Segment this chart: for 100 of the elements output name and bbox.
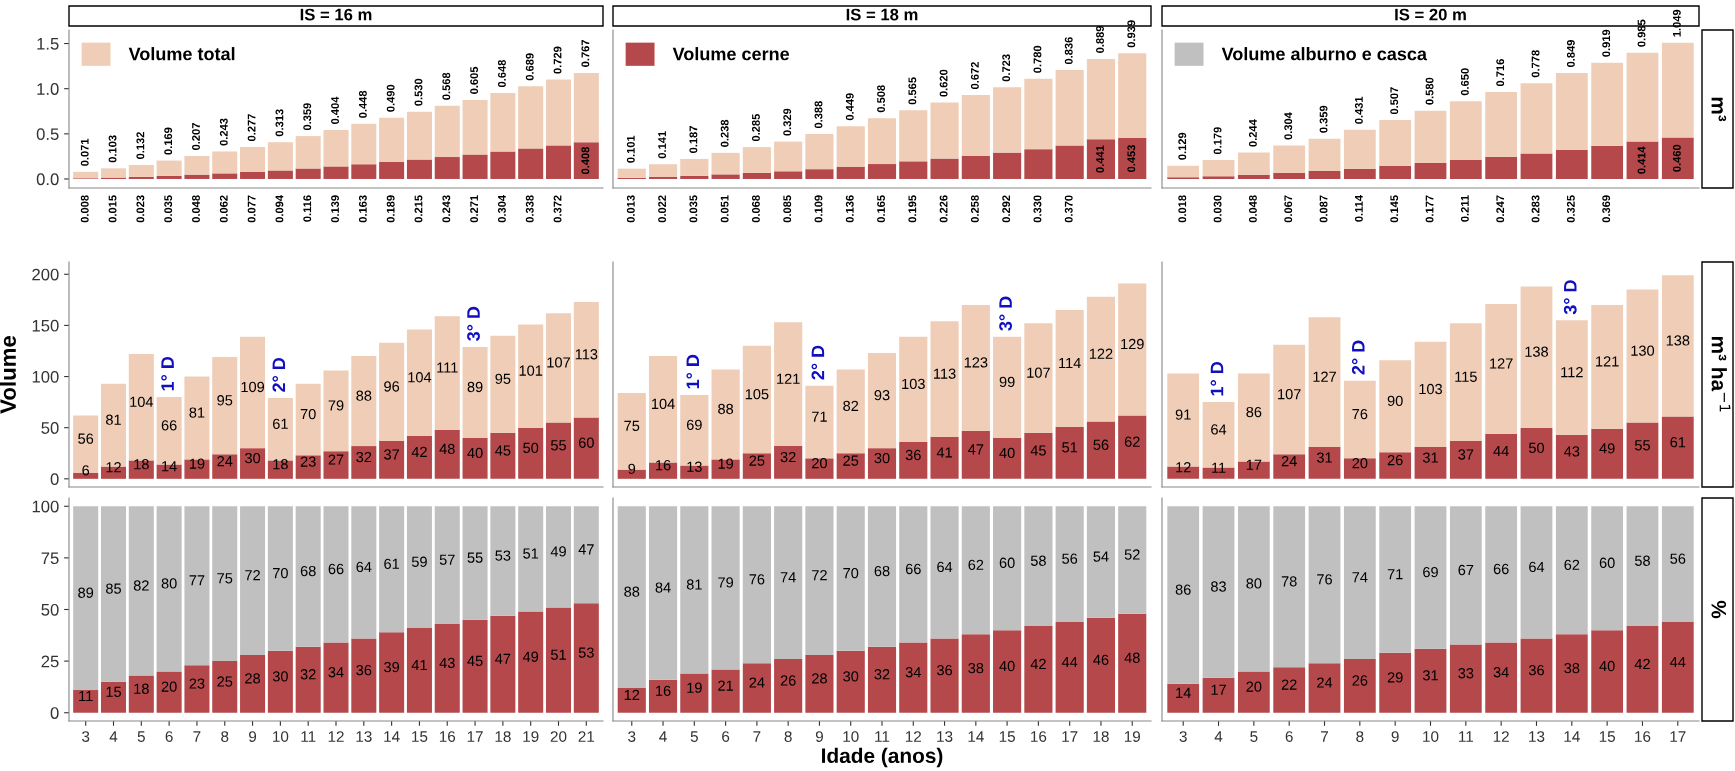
x-tick-label: 11 bbox=[1459, 731, 1474, 742]
data-label: 15 bbox=[106, 686, 121, 697]
data-label: 79 bbox=[718, 577, 734, 588]
data-label: 0.207 bbox=[192, 123, 200, 150]
data-label: 34 bbox=[905, 667, 921, 678]
data-label: 82 bbox=[843, 400, 859, 412]
y-tick-label: 0 bbox=[50, 473, 59, 486]
data-label: 0.085 bbox=[783, 195, 792, 223]
data-label: 89 bbox=[467, 381, 483, 393]
data-label: 50 bbox=[523, 442, 539, 453]
data-label: 107 bbox=[1027, 367, 1050, 378]
data-label: 0.650 bbox=[1460, 68, 1469, 96]
data-label: 80 bbox=[161, 578, 177, 589]
data-label: 0.919 bbox=[1602, 29, 1611, 57]
data-label: 44 bbox=[1061, 656, 1078, 667]
data-label: 20 bbox=[1352, 458, 1368, 469]
data-label: 71 bbox=[812, 411, 827, 422]
y-tick-label: 0 bbox=[50, 707, 59, 719]
data-label: 0.329 bbox=[783, 108, 792, 136]
data-label: 71 bbox=[1387, 569, 1403, 580]
data-label: 38 bbox=[968, 662, 984, 674]
data-label: 138 bbox=[1525, 346, 1549, 357]
data-label: 62 bbox=[1564, 559, 1580, 571]
data-label: 115 bbox=[1455, 371, 1477, 382]
x-tick-label: 7 bbox=[1321, 731, 1328, 742]
data-label: 0.077 bbox=[247, 195, 256, 223]
data-label: 0.292 bbox=[1002, 195, 1011, 223]
data-label: 28 bbox=[245, 673, 261, 684]
data-label: 0.304 bbox=[497, 195, 506, 223]
data-label: 36 bbox=[1528, 665, 1544, 676]
data-label: 0.277 bbox=[247, 114, 256, 142]
data-label: 75 bbox=[624, 420, 640, 432]
data-label: 27 bbox=[328, 454, 344, 465]
x-tick-label: 17 bbox=[1062, 731, 1078, 742]
x-tick-label: 15 bbox=[1599, 731, 1615, 742]
data-label: 111 bbox=[437, 362, 458, 373]
y2-axis-title: m³ ha$^{−1}$ bbox=[1711, 336, 1731, 412]
y-tick-label: 200 bbox=[32, 268, 59, 281]
data-label: 0.211 bbox=[1460, 195, 1469, 222]
x-tick-label: 14 bbox=[968, 731, 984, 742]
data-label: 0.369 bbox=[1602, 195, 1611, 223]
annotation: 3° D bbox=[1563, 280, 1577, 315]
data-label: 49 bbox=[550, 546, 566, 557]
data-label: 32 bbox=[874, 669, 890, 680]
data-label: 0.215 bbox=[414, 195, 423, 223]
data-label: 0.129 bbox=[1178, 132, 1187, 160]
data-label: 0.189 bbox=[386, 195, 395, 223]
data-label: 0.071 bbox=[80, 138, 89, 166]
data-label: 30 bbox=[272, 671, 288, 682]
data-label: 32 bbox=[300, 669, 316, 680]
data-label: 18 bbox=[134, 459, 149, 470]
data-label: 18 bbox=[273, 459, 288, 470]
y-tick-label: 25 bbox=[41, 655, 59, 668]
data-label: 61 bbox=[273, 418, 288, 429]
data-label: 66 bbox=[905, 563, 921, 575]
data-label: 56 bbox=[1062, 553, 1078, 564]
data-label: 81 bbox=[686, 579, 702, 590]
data-label: 88 bbox=[718, 403, 734, 415]
data-label: 0.414 bbox=[1637, 146, 1646, 174]
x-tick-label: 4 bbox=[1214, 731, 1223, 742]
data-label: 103 bbox=[1419, 383, 1443, 395]
data-label: 45 bbox=[1030, 445, 1046, 456]
data-label: 0.568 bbox=[442, 72, 451, 100]
x-tick-label: 21 bbox=[578, 731, 595, 742]
y-tick-label: 75 bbox=[41, 552, 59, 565]
data-label: 25 bbox=[217, 676, 233, 687]
data-label: 34 bbox=[328, 667, 344, 678]
x-tick-label: 10 bbox=[273, 731, 289, 742]
annotation: 1° D bbox=[161, 356, 174, 391]
data-label: 28 bbox=[812, 673, 827, 684]
y-tick-label: 0.5 bbox=[36, 128, 59, 141]
data-label: 0.849 bbox=[1566, 40, 1575, 67]
data-label: 0.247 bbox=[1496, 195, 1505, 223]
data-label: 64 bbox=[356, 561, 372, 573]
data-label: 31 bbox=[1316, 452, 1332, 463]
data-label: 0.729 bbox=[553, 46, 562, 74]
data-label: 80 bbox=[1246, 578, 1262, 589]
x-tick-label: 13 bbox=[356, 731, 372, 742]
x-tick-label: 17 bbox=[1670, 731, 1686, 742]
data-label: 34 bbox=[1493, 667, 1509, 678]
data-label: 51 bbox=[1062, 442, 1078, 453]
data-label: 112 bbox=[1561, 366, 1583, 378]
x-tick-label: 7 bbox=[193, 731, 201, 742]
data-label: 25 bbox=[749, 455, 765, 466]
data-label: 84 bbox=[655, 582, 671, 593]
data-label: 81 bbox=[189, 407, 205, 418]
data-label: 48 bbox=[439, 443, 455, 455]
data-label: 67 bbox=[1458, 564, 1474, 576]
annotation: 2° D bbox=[1351, 340, 1365, 375]
data-label: 0.304 bbox=[1284, 112, 1293, 140]
x-tick-label: 10 bbox=[1423, 731, 1439, 742]
data-label: 0.132 bbox=[136, 132, 145, 159]
data-label: 74 bbox=[780, 572, 796, 583]
data-label: 62 bbox=[1124, 436, 1140, 447]
data-label: 60 bbox=[1599, 557, 1615, 568]
data-label: 30 bbox=[843, 671, 859, 682]
data-label: 30 bbox=[245, 452, 261, 464]
y-axis-title: Volume bbox=[0, 335, 16, 414]
data-label: 64 bbox=[1211, 424, 1227, 435]
data-label: 0.723 bbox=[1002, 54, 1011, 82]
